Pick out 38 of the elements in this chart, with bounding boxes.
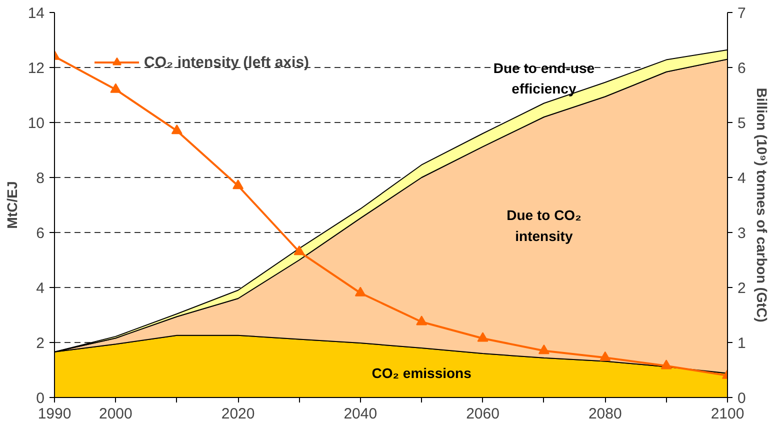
y-axis-title: MtC/EJ [4,181,20,229]
y2-tick-label: 1 [738,335,746,352]
y-tick-label: 8 [36,170,44,187]
y2-tick-label: 5 [738,115,746,132]
point [660,360,672,370]
x-tick-label: 2100 [710,406,744,421]
series-label: CO₂ emissions [372,364,472,381]
y2-tick-label: 6 [738,60,746,77]
x-tick-label: 2020 [221,406,255,421]
y2-tick-label: 4 [738,170,746,187]
point [232,179,244,190]
x-tick-label: 1990 [38,406,72,421]
y-tick-label: 6 [36,225,44,242]
y-tick-label: 12 [28,60,45,77]
y-tick-label: 4 [36,280,44,297]
y2-tick-label: 7 [738,5,746,22]
point [416,316,428,326]
y2-axis-title: Billion (10⁹) tonnes of carbon (GtC) [754,88,770,322]
y-tick-label: 14 [28,5,45,22]
point [171,124,182,134]
series-label: Due to CO₂ intensity [506,207,582,244]
point [294,245,305,256]
point [477,332,488,342]
point [354,286,366,296]
x-tick-label: 2060 [466,406,500,421]
y-tick-label: 10 [28,115,45,132]
x-tick-label: 2040 [344,406,378,421]
y2-tick-label: 3 [738,225,746,242]
point [600,351,611,362]
legend-label: CO₂ intensity (left axis) [144,54,310,70]
y-tick-label: 0 [36,390,44,407]
x-tick-label: 2000 [98,406,132,421]
y2-tick-label: 0 [738,390,746,407]
point [110,83,122,93]
x-tick-label: 2080 [588,406,622,421]
y-tick-label: 2 [36,335,44,352]
y2-tick-label: 2 [738,280,746,297]
point [538,344,550,354]
